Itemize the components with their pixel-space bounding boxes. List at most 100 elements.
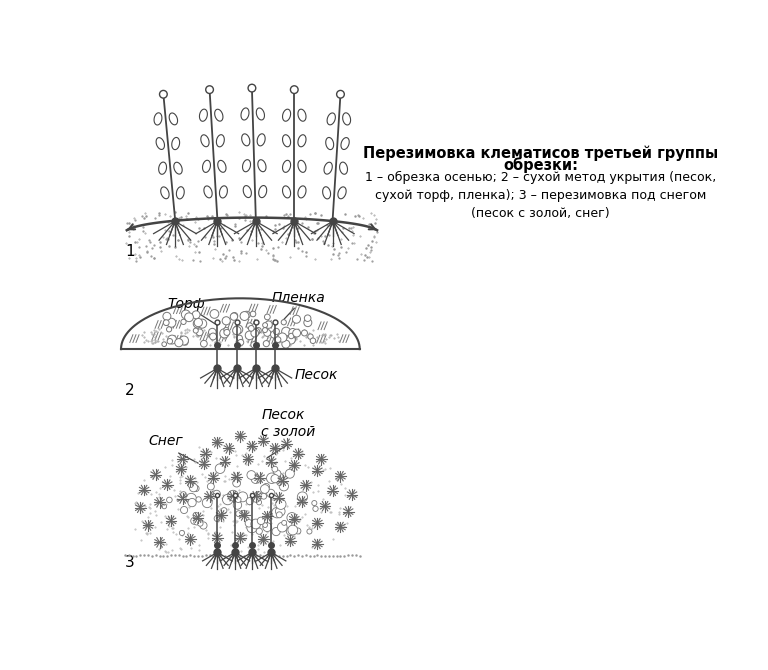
Circle shape	[194, 328, 198, 333]
Text: 3: 3	[125, 555, 134, 570]
Circle shape	[180, 507, 187, 514]
Polygon shape	[298, 186, 306, 198]
Text: обрезки:: обрезки:	[503, 157, 578, 173]
Circle shape	[228, 490, 238, 501]
Circle shape	[313, 506, 318, 511]
Circle shape	[222, 317, 230, 325]
Circle shape	[278, 333, 287, 342]
Polygon shape	[204, 186, 212, 198]
Circle shape	[304, 315, 311, 322]
Circle shape	[302, 330, 307, 336]
Circle shape	[184, 313, 194, 322]
Circle shape	[190, 484, 197, 492]
Circle shape	[287, 513, 297, 523]
Circle shape	[289, 328, 296, 336]
Polygon shape	[327, 113, 336, 125]
Circle shape	[260, 484, 270, 493]
Circle shape	[215, 464, 225, 474]
Circle shape	[277, 523, 287, 532]
Circle shape	[273, 470, 281, 478]
Circle shape	[188, 482, 194, 488]
Circle shape	[167, 335, 177, 344]
Circle shape	[162, 342, 167, 346]
Circle shape	[167, 497, 172, 502]
Polygon shape	[259, 186, 266, 198]
Circle shape	[248, 326, 254, 331]
Circle shape	[248, 84, 256, 92]
Circle shape	[282, 521, 286, 525]
Circle shape	[310, 338, 316, 344]
Circle shape	[193, 485, 199, 492]
Circle shape	[264, 314, 270, 320]
Circle shape	[254, 492, 263, 500]
Circle shape	[236, 511, 242, 517]
Polygon shape	[203, 160, 210, 172]
Circle shape	[186, 493, 197, 504]
Circle shape	[194, 318, 203, 327]
Text: Пленка: Пленка	[271, 291, 325, 305]
Circle shape	[276, 512, 283, 518]
Circle shape	[180, 531, 184, 535]
Circle shape	[261, 493, 266, 499]
Circle shape	[247, 470, 256, 480]
Circle shape	[263, 328, 267, 332]
Circle shape	[297, 492, 307, 502]
Polygon shape	[177, 187, 184, 199]
Circle shape	[221, 508, 227, 513]
Polygon shape	[339, 162, 347, 174]
Polygon shape	[324, 162, 333, 174]
Circle shape	[245, 519, 253, 527]
Polygon shape	[243, 159, 250, 172]
Circle shape	[273, 328, 280, 334]
Polygon shape	[283, 109, 290, 121]
Circle shape	[210, 310, 219, 318]
Circle shape	[243, 312, 250, 318]
Circle shape	[200, 340, 207, 347]
Circle shape	[245, 331, 254, 340]
Circle shape	[238, 340, 243, 346]
Circle shape	[181, 338, 188, 345]
Circle shape	[253, 328, 260, 335]
Circle shape	[263, 323, 267, 328]
Polygon shape	[338, 187, 346, 199]
Polygon shape	[283, 135, 290, 147]
Circle shape	[290, 86, 298, 94]
Circle shape	[209, 328, 216, 336]
Circle shape	[200, 522, 207, 529]
Circle shape	[188, 498, 197, 507]
Circle shape	[278, 474, 283, 478]
Circle shape	[270, 331, 278, 338]
Circle shape	[250, 311, 256, 317]
Circle shape	[263, 484, 270, 490]
Circle shape	[252, 494, 260, 502]
Polygon shape	[298, 109, 306, 121]
Circle shape	[206, 86, 214, 94]
Circle shape	[210, 333, 217, 340]
Circle shape	[304, 319, 312, 327]
Circle shape	[162, 504, 167, 509]
Polygon shape	[343, 113, 350, 125]
Circle shape	[286, 335, 296, 344]
Circle shape	[224, 330, 230, 336]
Polygon shape	[169, 113, 177, 125]
Polygon shape	[161, 187, 169, 199]
Circle shape	[295, 528, 301, 534]
Circle shape	[223, 494, 233, 505]
Circle shape	[282, 327, 290, 336]
Polygon shape	[257, 108, 264, 120]
Circle shape	[263, 340, 270, 346]
Polygon shape	[283, 160, 290, 172]
Circle shape	[233, 326, 241, 335]
Circle shape	[214, 515, 220, 521]
Text: Снег: Снег	[148, 434, 183, 448]
Circle shape	[272, 507, 283, 518]
Circle shape	[263, 523, 272, 531]
Text: 2: 2	[125, 383, 134, 397]
Polygon shape	[298, 160, 306, 172]
Polygon shape	[172, 137, 180, 149]
Circle shape	[266, 473, 277, 484]
Circle shape	[257, 517, 265, 525]
Polygon shape	[243, 186, 251, 198]
Circle shape	[293, 329, 300, 337]
Circle shape	[220, 329, 229, 338]
